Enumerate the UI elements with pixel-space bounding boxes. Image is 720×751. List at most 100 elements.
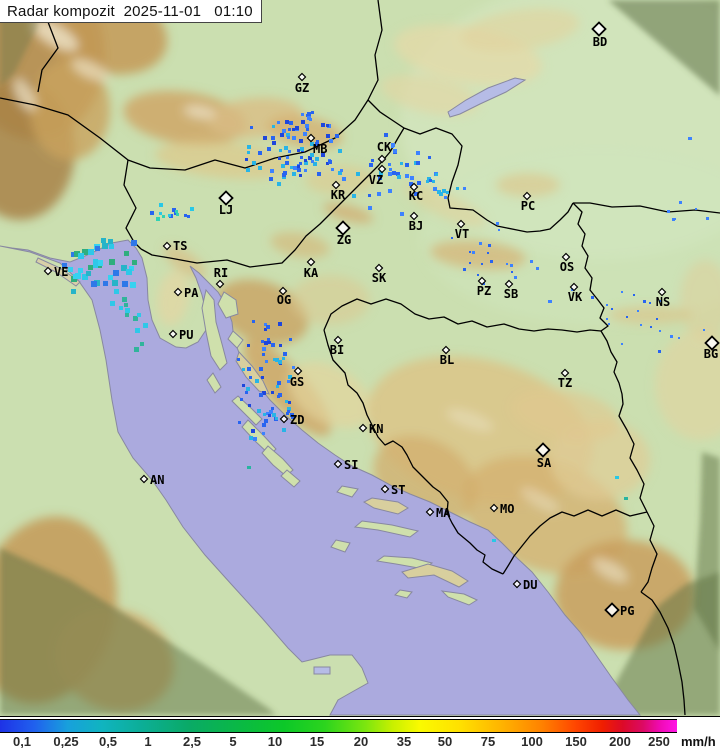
- city-diamond-icon: [333, 335, 343, 345]
- echo-pixel: [137, 313, 141, 317]
- legend-tick-10: 10: [267, 734, 283, 749]
- echo-pixel: [247, 145, 251, 149]
- echo-pixel: [658, 350, 661, 353]
- echo-pixel: [277, 121, 280, 124]
- echo-pixel: [264, 323, 267, 326]
- city-diamond-icon: [306, 133, 316, 143]
- echo-pixel: [278, 157, 281, 160]
- city-diamond-icon: [279, 414, 289, 424]
- echo-pixel: [308, 156, 312, 160]
- echo-pixel: [670, 335, 673, 338]
- city-label: DU: [523, 578, 537, 592]
- city-diamond-icon: [591, 21, 607, 37]
- echo-pixel: [456, 187, 459, 190]
- city-diamond-icon: [218, 190, 234, 206]
- echo-pixel: [277, 381, 281, 385]
- island: [353, 520, 420, 538]
- echo-pixel: [125, 313, 129, 317]
- echo-pixel: [426, 180, 429, 183]
- echo-pixel: [110, 301, 115, 306]
- island: [206, 372, 222, 394]
- echo-pixel: [156, 217, 160, 221]
- echo-pixel: [397, 175, 401, 179]
- echo-pixel: [378, 176, 382, 180]
- echo-pixel: [548, 300, 552, 303]
- echo-pixel: [102, 243, 108, 249]
- echo-pixel: [175, 210, 178, 213]
- echo-pixel: [285, 120, 289, 124]
- echo-pixel: [88, 265, 93, 270]
- city-marker-pc: PC: [521, 191, 535, 213]
- echo-pixel: [240, 398, 243, 401]
- city-marker-ck: CK: [377, 140, 392, 164]
- echo-pixel: [706, 217, 709, 220]
- legend-tick-0_5: 0,5: [98, 734, 118, 749]
- echo-pixel: [264, 341, 268, 345]
- country-border: [323, 329, 504, 575]
- echo-pixel: [321, 123, 325, 127]
- city-label: NS: [656, 295, 670, 309]
- island: [227, 330, 244, 349]
- island: [201, 288, 228, 371]
- city-diamond-icon: [489, 503, 499, 513]
- echo-pixel: [496, 222, 499, 225]
- city-diamond-icon: [173, 287, 183, 297]
- echo-pixel: [506, 263, 508, 265]
- echo-pixel: [290, 413, 294, 417]
- city-label: ZD: [290, 413, 304, 427]
- radar-map-area: GZ BD MB CK VZ KC KR BJ ZG LJ VT PC OS PZ SB VK NS BG VE TS…: [0, 0, 720, 716]
- city-marker-bg: BG: [704, 335, 720, 361]
- city-diamond-icon: [162, 241, 172, 251]
- legend-tick-0_1: 0,1: [12, 734, 32, 749]
- echo-pixel: [293, 166, 297, 170]
- echo-pixel: [68, 267, 73, 272]
- echo-pixel: [305, 124, 309, 128]
- echo-pixel: [268, 414, 271, 417]
- city-diamond-icon: [215, 279, 225, 289]
- echo-pixel: [135, 328, 140, 333]
- echo-pixel: [184, 214, 187, 217]
- city-label: PZ: [477, 284, 491, 298]
- echo-pixel: [492, 539, 496, 542]
- echo-pixel: [131, 240, 137, 246]
- echo-pixel: [659, 300, 661, 302]
- city-marker-zd: ZD: [279, 413, 304, 427]
- city-diamond-icon: [306, 257, 316, 267]
- country-border: [502, 509, 648, 575]
- radar-composite-map: GZ BD MB CK VZ KC KR BJ ZG LJ VT PC OS PZ SB VK NS BG VE TS…: [0, 0, 720, 716]
- echo-pixel: [392, 171, 396, 175]
- echo-pixel: [281, 164, 285, 168]
- echo-pixel: [71, 252, 76, 257]
- echo-pixel: [272, 125, 275, 128]
- city-diamond-icon: [380, 484, 390, 494]
- echo-pixel: [678, 337, 680, 339]
- echo-pixel: [277, 395, 280, 398]
- echo-pixel: [487, 252, 489, 254]
- echo-pixel: [262, 423, 266, 427]
- echo-pixel: [130, 282, 136, 288]
- echo-pixel: [277, 182, 281, 186]
- legend-tick-2_5: 2,5: [182, 734, 202, 749]
- city-diamond-icon: [456, 219, 466, 229]
- city-marker-bi: BI: [330, 335, 344, 357]
- echo-pixel: [297, 149, 300, 152]
- echo-pixel: [536, 267, 539, 270]
- echo-pixel: [626, 316, 628, 318]
- city-label: PC: [521, 199, 535, 213]
- echo-pixel: [190, 207, 194, 211]
- echo-pixel: [269, 410, 273, 414]
- echo-pixel: [257, 409, 261, 413]
- echo-pixel: [304, 161, 308, 165]
- city-label: LJ: [219, 203, 233, 217]
- echo-pixel: [288, 401, 291, 404]
- echo-pixel: [286, 412, 289, 415]
- city-marker-ts: TS: [162, 239, 187, 253]
- city-label: SI: [344, 458, 358, 472]
- echo-pixel: [271, 391, 274, 394]
- echo-pixel: [122, 297, 127, 302]
- echo-pixel: [269, 177, 273, 181]
- city-label: SB: [504, 287, 518, 301]
- echo-pixel: [292, 136, 296, 140]
- echo-pixel: [266, 412, 269, 415]
- echo-pixel: [262, 391, 266, 395]
